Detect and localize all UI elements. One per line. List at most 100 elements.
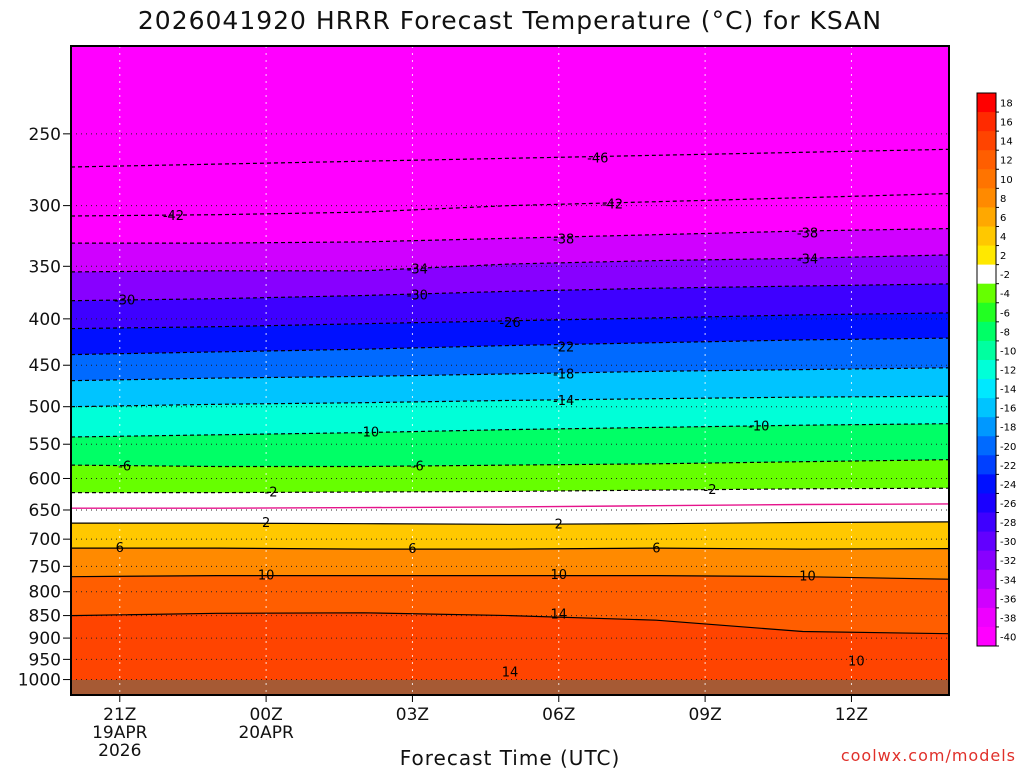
isotherm-minus-42 bbox=[71, 193, 949, 217]
colorbar-label: 14 bbox=[1000, 137, 1013, 148]
colorbar-segment bbox=[977, 93, 996, 113]
isotherm-minus-18 bbox=[71, 367, 949, 382]
temp-band--42-to--38 bbox=[71, 193, 949, 244]
colorbar-segment bbox=[977, 169, 996, 189]
isotherm-label: -42 bbox=[163, 209, 184, 224]
colorbar-label: -26 bbox=[1000, 499, 1016, 510]
temp-band--2-to-0 bbox=[71, 488, 949, 509]
y-tick-label: 500 bbox=[29, 398, 61, 418]
colorbar-label: 16 bbox=[1000, 118, 1013, 129]
colorbar-segment bbox=[977, 379, 996, 399]
isotherm-2 bbox=[71, 521, 949, 525]
colorbar-segment bbox=[977, 474, 996, 494]
colorbar-segment bbox=[977, 264, 996, 285]
y-tick-label: 250 bbox=[29, 125, 61, 145]
y-tick-label: 650 bbox=[29, 501, 61, 521]
isotherm-label: 10 bbox=[258, 569, 275, 584]
x-tick-label: 00Z bbox=[249, 705, 282, 725]
colorbar-segment bbox=[977, 436, 996, 456]
isotherm-label: -30 bbox=[114, 294, 135, 309]
isotherm-minus-34 bbox=[71, 254, 949, 273]
colorbar-segment bbox=[977, 493, 996, 514]
isotherm-minus-38 bbox=[71, 228, 949, 244]
x-tick-label: 03Z bbox=[396, 705, 429, 725]
isotherm-label: -26 bbox=[499, 316, 520, 331]
y-tick-label: 900 bbox=[29, 629, 61, 649]
colorbar-label: 4 bbox=[1000, 232, 1006, 243]
colorbar-segment bbox=[977, 150, 996, 170]
isotherm-label: 6 bbox=[652, 542, 660, 557]
colorbar-segment bbox=[977, 359, 996, 380]
y-tick-label: 700 bbox=[29, 530, 61, 550]
y-tick-label: 950 bbox=[29, 650, 61, 670]
isotherm-label: -2 bbox=[704, 483, 717, 498]
chart-title: 2026041920 HRRR Forecast Temperature (°C… bbox=[138, 6, 882, 35]
isotherm-label: -14 bbox=[553, 394, 574, 409]
temp-band-10-to-14 bbox=[71, 575, 949, 634]
plot-frame bbox=[70, 45, 950, 696]
isotherm-lines bbox=[71, 148, 949, 635]
isotherm-label: -34 bbox=[797, 252, 818, 267]
isotherm-minus-30 bbox=[71, 283, 949, 302]
colorbar-segment bbox=[977, 569, 996, 590]
isotherm-label: -10 bbox=[358, 426, 379, 441]
plot-area: -46-42-42-38 -38-34-34-30 -30-26-22-18-14-… bbox=[71, 46, 949, 695]
colorbar-segment bbox=[977, 188, 996, 208]
colorbar-label: -32 bbox=[1000, 556, 1016, 567]
colorbar-label: -38 bbox=[1000, 613, 1016, 624]
isotherm-label: -30 bbox=[407, 289, 428, 304]
isotherm-14 bbox=[71, 612, 949, 635]
isotherm-label: -6 bbox=[411, 459, 424, 474]
colorbar-segment bbox=[977, 302, 996, 323]
isotherm-label: -2 bbox=[265, 486, 278, 501]
colorbar-label: -20 bbox=[1000, 442, 1016, 453]
colorbar-segment bbox=[977, 455, 996, 475]
isotherm-label: -34 bbox=[407, 263, 428, 278]
y-tick-label: 350 bbox=[29, 257, 61, 277]
colorbar-label: -12 bbox=[1000, 366, 1016, 377]
y-tick-label: 1000 bbox=[18, 671, 61, 691]
colorbar-segment bbox=[977, 283, 996, 304]
x-tick-label: 21Z bbox=[103, 705, 136, 725]
isotherm-label: -10 bbox=[748, 420, 769, 435]
colorbar-label: 2 bbox=[1000, 251, 1006, 262]
colorbar-segment bbox=[977, 607, 996, 628]
temp-band-6-to-10 bbox=[71, 548, 949, 580]
x-tick-label: 12Z bbox=[835, 705, 868, 725]
y-tick-label: 600 bbox=[29, 469, 61, 489]
temp-band-2-to-6 bbox=[71, 521, 949, 550]
y-tick-label: 800 bbox=[29, 583, 61, 603]
isotherm-label: 10 bbox=[551, 568, 568, 583]
isotherm-minus-46 bbox=[71, 148, 949, 168]
y-tick-label: 300 bbox=[29, 197, 61, 217]
isotherm-6 bbox=[71, 547, 949, 550]
colorbar-label: -30 bbox=[1000, 537, 1016, 548]
colorbar-segment bbox=[977, 531, 996, 552]
colorbar-label: -24 bbox=[1000, 480, 1016, 491]
colorbar-label: 18 bbox=[1000, 99, 1013, 110]
colorbar-label: -8 bbox=[1000, 327, 1010, 338]
colorbar-segment bbox=[977, 398, 996, 418]
x-axis-title: Forecast Time (UTC) bbox=[400, 746, 621, 768]
temp-band--6-to--2 bbox=[71, 459, 949, 493]
isotherm-minus-22 bbox=[71, 337, 949, 356]
colorbar-segment bbox=[977, 131, 996, 151]
colorbar-label: -40 bbox=[1000, 632, 1016, 643]
isotherm-label: 2 bbox=[262, 516, 270, 531]
temp-band--14-to--10 bbox=[71, 396, 949, 437]
colorbar-segment bbox=[977, 321, 996, 342]
temp-band--10-to--6 bbox=[71, 423, 949, 467]
colorbar-label: -22 bbox=[1000, 461, 1016, 472]
colorbar-label: -10 bbox=[1000, 346, 1016, 357]
y-tick-label: 750 bbox=[29, 557, 61, 577]
isotherm-labels: -46-42-42-38 -38-34-34-30 -30-26-22-18-14-… bbox=[114, 151, 865, 680]
x-tick-label: 06Z bbox=[542, 705, 575, 725]
colorbar-label: -6 bbox=[1000, 308, 1010, 319]
isotherm-label: -38 bbox=[797, 226, 818, 241]
temp-band--34-to--30 bbox=[71, 254, 949, 301]
credit-link[interactable]: coolwx.com/models bbox=[841, 746, 1016, 765]
isotherm-minus-6 bbox=[71, 459, 949, 468]
temp-band-above-14 bbox=[71, 612, 949, 695]
isotherm-label: 14 bbox=[502, 665, 519, 680]
